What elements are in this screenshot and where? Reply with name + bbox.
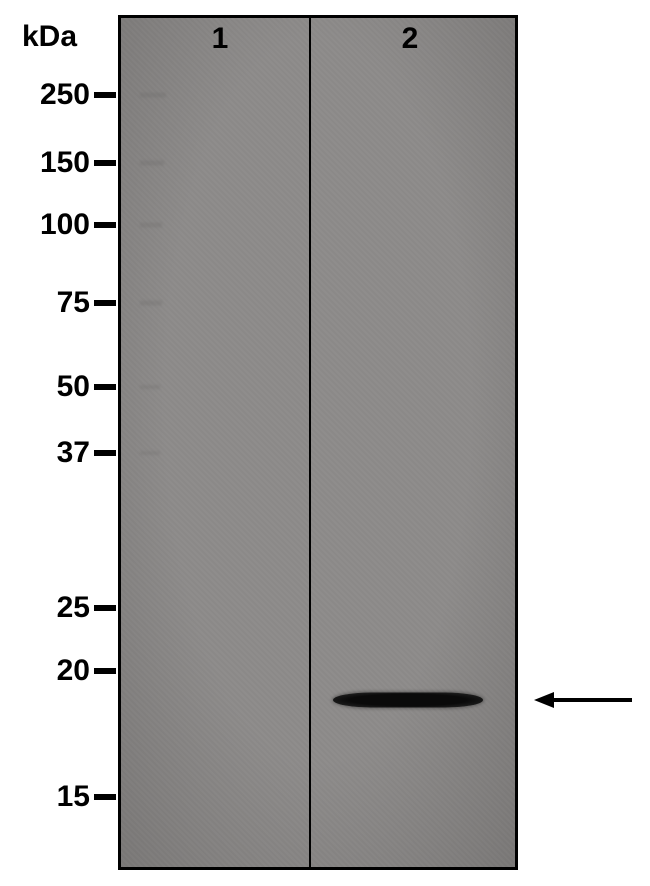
ytick-label: 75 xyxy=(0,286,90,320)
lane-divider xyxy=(309,15,311,870)
ytick-label: 150 xyxy=(0,146,90,180)
ytick-mark xyxy=(94,92,116,98)
blot-figure: kDa 250 150 100 75 50 37 25 20 15 1 2 xyxy=(0,0,650,886)
ladder-mark xyxy=(140,451,160,455)
ytick-mark xyxy=(94,160,116,166)
membrane-texture xyxy=(121,18,515,867)
ladder-mark xyxy=(140,385,160,389)
ladder-mark xyxy=(140,301,162,306)
ytick-label: 250 xyxy=(0,78,90,112)
ytick-mark xyxy=(94,300,116,306)
ytick-mark xyxy=(94,794,116,800)
ytick-label: 100 xyxy=(0,208,90,242)
protein-band xyxy=(333,693,483,708)
ytick-label: 50 xyxy=(0,370,90,404)
ytick-label: 15 xyxy=(0,780,90,814)
band-arrow-head xyxy=(534,692,554,708)
ytick-label: 37 xyxy=(0,436,90,470)
lane-label: 2 xyxy=(402,22,419,56)
ladder-mark xyxy=(140,223,162,228)
yaxis-title: kDa xyxy=(22,20,77,54)
band-arrow-shaft xyxy=(554,698,632,702)
ytick-mark xyxy=(94,605,116,611)
ytick-label: 20 xyxy=(0,654,90,688)
ytick-mark xyxy=(94,450,116,456)
ytick-mark xyxy=(94,668,116,674)
blot-membrane xyxy=(118,15,518,870)
ytick-mark xyxy=(94,384,116,390)
ytick-label: 25 xyxy=(0,591,90,625)
ladder-mark xyxy=(140,93,166,98)
ytick-mark xyxy=(94,222,116,228)
lane-label: 1 xyxy=(212,22,229,56)
ladder-mark xyxy=(140,161,164,166)
